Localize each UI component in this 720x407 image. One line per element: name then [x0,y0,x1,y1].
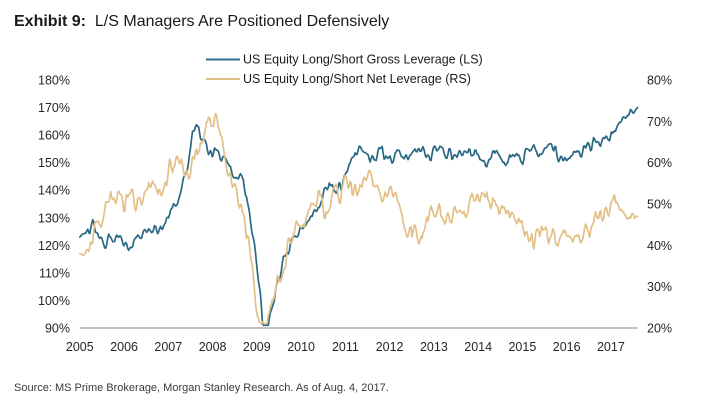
svg-text:2009: 2009 [243,340,271,354]
svg-text:2005: 2005 [66,340,94,354]
svg-text:2006: 2006 [110,340,138,354]
svg-text:180%: 180% [38,74,70,88]
svg-text:2016: 2016 [553,340,581,354]
svg-text:60%: 60% [647,156,672,170]
svg-text:160%: 160% [38,129,70,143]
svg-text:2012: 2012 [376,340,404,354]
svg-text:US Equity Long/Short Gross Lev: US Equity Long/Short Gross Leverage (LS) [243,53,483,67]
svg-text:40%: 40% [647,239,672,253]
svg-text:100%: 100% [38,294,70,308]
svg-text:US Equity Long/Short Net Lever: US Equity Long/Short Net Leverage (RS) [243,72,471,86]
svg-text:2014: 2014 [464,340,492,354]
svg-text:30%: 30% [647,280,672,294]
svg-text:130%: 130% [38,211,70,225]
svg-text:2010: 2010 [287,340,315,354]
svg-text:80%: 80% [647,74,672,88]
svg-text:2015: 2015 [508,340,536,354]
svg-text:50%: 50% [647,198,672,212]
svg-text:110%: 110% [39,266,70,280]
svg-text:90%: 90% [45,322,70,336]
svg-text:170%: 170% [38,101,70,115]
svg-text:2011: 2011 [332,340,359,354]
svg-text:150%: 150% [38,156,70,170]
svg-text:20%: 20% [647,322,672,336]
svg-text:120%: 120% [38,239,70,253]
svg-text:2007: 2007 [154,340,182,354]
svg-text:2017: 2017 [597,340,625,354]
svg-text:2008: 2008 [199,340,227,354]
svg-text:70%: 70% [647,115,672,129]
svg-text:140%: 140% [38,184,70,198]
svg-text:2013: 2013 [420,340,448,354]
